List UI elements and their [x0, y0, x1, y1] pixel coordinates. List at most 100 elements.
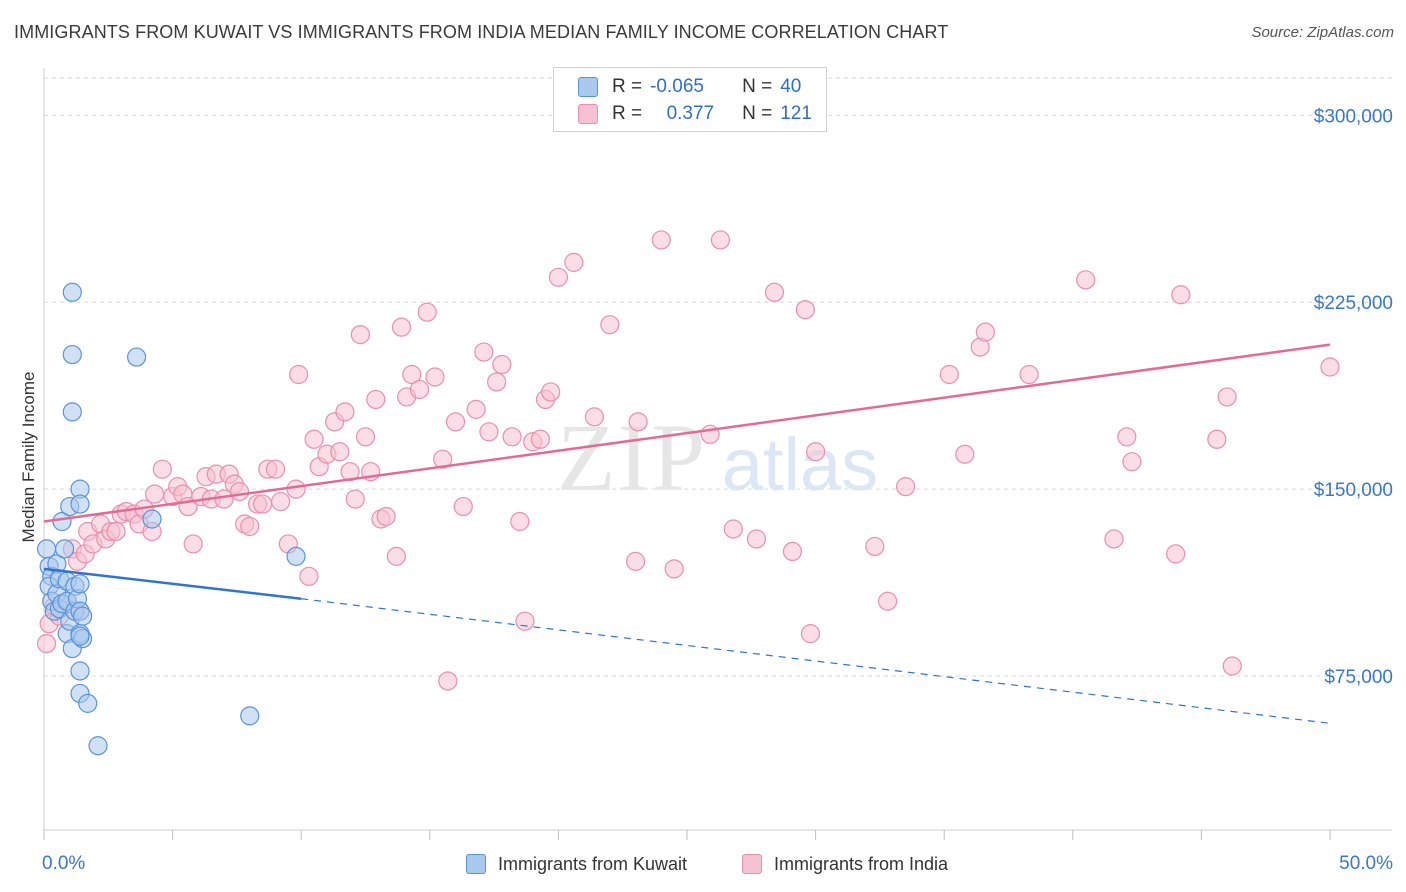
india-point	[1076, 270, 1096, 290]
india-point	[1217, 387, 1237, 407]
india-point	[541, 382, 561, 402]
india-point	[402, 364, 422, 385]
india-point	[548, 267, 569, 287]
kuwait-point	[240, 706, 260, 726]
y-tick-label: $75,000	[1324, 667, 1393, 688]
y-tick-label: $300,000	[1314, 106, 1393, 127]
india-point	[625, 551, 646, 571]
india-point	[1166, 544, 1186, 564]
india-point	[304, 429, 324, 449]
india-point	[479, 422, 499, 442]
legend-r-label: R =	[612, 103, 643, 124]
india-point	[502, 427, 522, 447]
x-tick-label: 0.0%	[42, 853, 85, 874]
india-point	[265, 459, 286, 479]
india-point	[289, 364, 309, 385]
india-point	[1104, 529, 1124, 549]
india-point	[386, 546, 406, 566]
kuwait-point	[126, 347, 147, 367]
india-point	[474, 342, 494, 362]
kuwait-points	[36, 282, 306, 756]
source-label: Source: ZipAtlas.com	[1251, 24, 1394, 41]
series-swatch-india	[742, 854, 762, 874]
trendlines	[43, 343, 1331, 724]
india-point	[345, 489, 365, 509]
india-point	[955, 444, 975, 464]
watermark: ZIP atlas	[557, 404, 878, 511]
india-point	[664, 559, 684, 579]
india-point	[391, 317, 412, 337]
x-tick-label: 50.0%	[1339, 853, 1393, 874]
india-point	[723, 519, 743, 539]
kuwait-point	[142, 509, 162, 529]
india-point	[355, 427, 376, 447]
legend-row-kuwait: R = -0.065 N = 40	[578, 75, 801, 99]
india-point	[628, 412, 648, 432]
kuwait-point	[70, 661, 90, 681]
legend-n-label: N =	[742, 76, 773, 97]
india-point	[510, 511, 530, 532]
india-point	[865, 536, 885, 557]
india-point	[939, 364, 959, 385]
india-point	[286, 479, 306, 499]
series-legend-india: Immigrants from India	[742, 852, 948, 876]
legend-swatch-india	[578, 104, 598, 124]
india-point	[466, 399, 486, 419]
india-point	[253, 494, 273, 514]
gridlines	[44, 77, 1392, 677]
india-point	[651, 230, 671, 250]
india-point	[417, 302, 437, 322]
india-point	[584, 407, 605, 427]
india-point	[1222, 656, 1242, 676]
series-legend-kuwait: Immigrants from Kuwait	[466, 852, 687, 876]
y-tick-label: $150,000	[1314, 480, 1393, 501]
india-point	[492, 354, 512, 375]
india-trendline	[43, 343, 1331, 523]
india-point	[340, 462, 360, 482]
legend-r-value-kuwait: -0.065	[650, 76, 704, 97]
legend-r-label: R =	[612, 76, 643, 97]
india-point	[335, 402, 355, 422]
kuwait-point	[70, 494, 90, 514]
kuwait-point	[70, 574, 90, 594]
india-point	[350, 325, 370, 345]
kuwait-point	[62, 344, 82, 365]
india-point	[438, 671, 458, 691]
india-point	[878, 591, 898, 611]
india-point	[366, 389, 386, 410]
india-point	[805, 442, 826, 462]
india-point	[530, 429, 550, 449]
india-point	[152, 459, 172, 479]
india-point	[515, 611, 535, 631]
kuwait-point	[62, 282, 82, 302]
india-point	[240, 516, 260, 537]
india-point	[409, 379, 430, 400]
kuwait-point	[70, 626, 90, 646]
india-point	[453, 496, 473, 517]
india-point	[1171, 285, 1191, 305]
india-point	[896, 477, 916, 497]
india-point	[975, 322, 995, 342]
legend-n-value-india: 121	[780, 103, 812, 124]
india-point	[764, 282, 785, 302]
india-point	[710, 230, 731, 250]
series-label-kuwait: Immigrants from Kuwait	[498, 853, 688, 874]
india-point	[800, 624, 821, 644]
tick-labels: $75,000 $150,000 $225,000 $300,000 0.0% 50.0%	[42, 106, 1393, 874]
india-point	[144, 484, 165, 504]
india-point	[487, 372, 507, 392]
kuwait-point	[88, 736, 108, 756]
kuwait-trendline-extension	[301, 598, 1331, 724]
india-point	[229, 482, 250, 502]
india-point	[1019, 364, 1039, 385]
india-point	[36, 633, 57, 654]
series-label-india: Immigrants from India	[774, 853, 949, 874]
india-point	[445, 412, 466, 432]
legend-row-india: R = 0.377 N = 121	[578, 102, 812, 126]
india-point	[1320, 357, 1340, 377]
watermark-atlas: atlas	[722, 423, 878, 506]
india-point	[433, 449, 453, 469]
correlation-legend: R = -0.065 N = 40 R = 0.377 N = 121	[553, 67, 827, 132]
india-point	[746, 529, 767, 549]
india-point	[1122, 452, 1142, 472]
